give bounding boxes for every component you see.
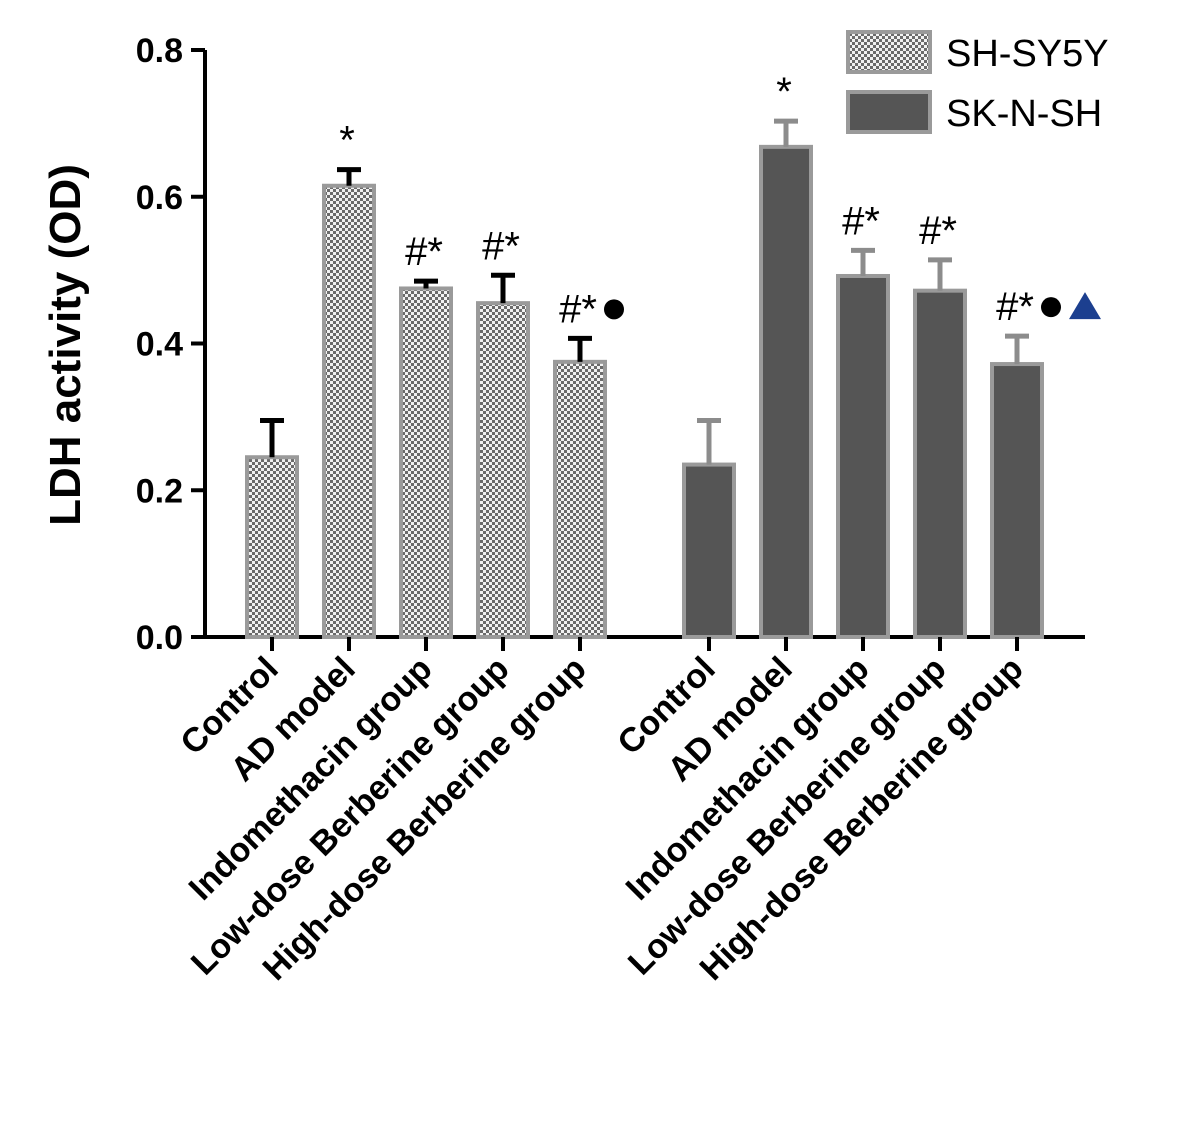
significance-label: #* xyxy=(482,224,520,268)
significance-label: #* xyxy=(405,230,443,274)
bar xyxy=(913,288,967,639)
circle-marker-icon xyxy=(1041,297,1061,318)
significance-label: #* xyxy=(842,199,880,243)
bar xyxy=(553,359,607,639)
y-tick-label: 0.0 xyxy=(136,619,183,657)
legend-swatch xyxy=(846,30,932,74)
circle-marker-icon xyxy=(604,299,624,320)
legend-label: SH-SY5Y xyxy=(946,33,1109,75)
legend-label: SK-N-SH xyxy=(946,93,1102,135)
y-tick-label: 0.8 xyxy=(136,32,183,70)
significance-label: #* xyxy=(996,285,1034,329)
bar xyxy=(836,273,890,639)
triangle-marker-icon xyxy=(1069,292,1101,320)
significance-label: * xyxy=(776,70,792,114)
bar xyxy=(245,455,299,640)
significance-label: #* xyxy=(919,209,957,253)
y-tick-label: 0.2 xyxy=(136,472,183,510)
y-tick-label: 0.4 xyxy=(136,326,183,364)
bar xyxy=(476,301,530,639)
bar xyxy=(322,183,376,639)
bar xyxy=(682,462,736,639)
y-tick-label: 0.6 xyxy=(136,179,183,217)
significance-label: * xyxy=(339,119,355,163)
bar xyxy=(990,362,1044,639)
y-axis-label: LDH activity (OD) xyxy=(41,164,90,526)
bar xyxy=(399,286,453,639)
significance-label: #* xyxy=(559,287,597,331)
bar xyxy=(759,144,813,639)
legend-swatch xyxy=(846,90,932,134)
